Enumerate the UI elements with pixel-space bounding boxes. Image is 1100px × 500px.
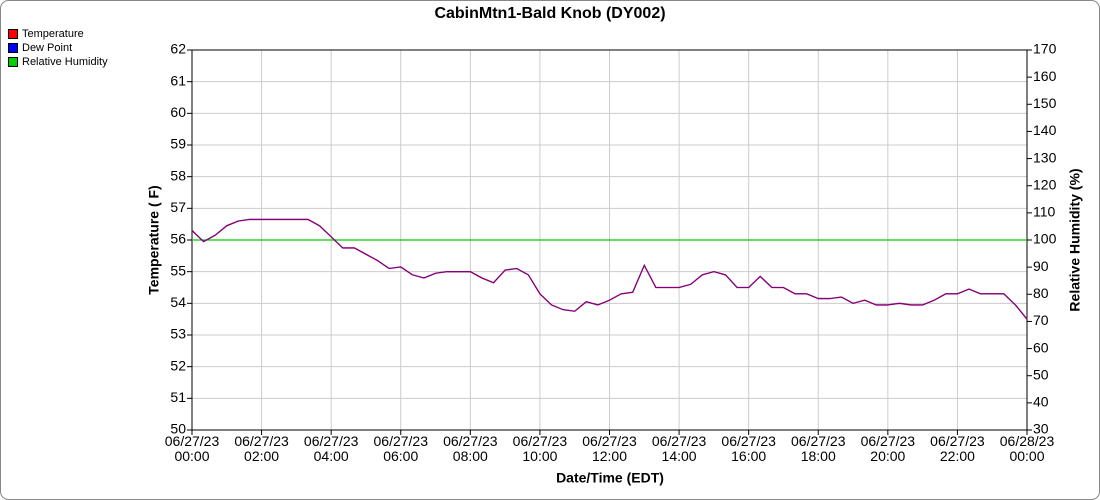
legend-label: Dew Point [22,42,73,54]
y-tick-label: 50 [170,421,186,437]
y2-tick-label: 150 [1033,95,1057,111]
x-tick-label: 06/27/23 04:00 [303,433,359,464]
y-tick-label: 57 [170,199,186,215]
y2-tick-label: 70 [1033,312,1049,328]
y-axis-label: Temperature ( F) [146,185,162,294]
x-tick-label: 06/28/23 00:00 [999,433,1055,464]
y2-tick-label: 50 [1033,366,1049,382]
legend-item: Temperature [8,28,84,40]
y-tick-label: 53 [170,326,186,342]
legend-swatch [8,57,18,67]
x-axis-label: Date/Time (EDT) [556,470,664,486]
legend-label: Relative Humidity [22,56,108,68]
y-tick-label: 58 [170,167,186,183]
x-tick-label: 06/27/23 20:00 [860,433,916,464]
x-tick-label: 06/27/23 08:00 [443,433,498,464]
series-line [191,218,1028,320]
y2-tick-label: 30 [1033,421,1049,437]
y2-tick-label: 120 [1033,176,1057,192]
x-tick-label: 06/27/23 22:00 [930,433,985,464]
y-tick-label: 59 [170,136,186,152]
legend-item: Relative Humidity [8,56,108,68]
x-tick-label: 06/27/23 18:00 [791,433,846,464]
y-tick-label: 55 [170,262,186,278]
y-tick-label: 62 [170,41,186,57]
y-tick-label: 51 [170,389,186,405]
chart-title: CabinMtn1-Bald Knob (DY002) [434,5,665,22]
x-tick-label: 06/27/23 00:00 [164,433,220,464]
legend-item: Dew Point [8,42,72,54]
y2-tick-label: 80 [1033,285,1049,301]
y2-tick-label: 60 [1033,339,1049,355]
x-tick-label: 06/27/23 14:00 [651,433,707,464]
y2-tick-label: 100 [1033,231,1057,247]
y-tick-label: 60 [170,104,186,120]
x-tick-label: 06/27/23 16:00 [721,433,776,464]
y2-tick-label: 110 [1033,204,1056,220]
y2-tick-label: 170 [1033,41,1057,57]
x-tick-label: 06/27/23 02:00 [234,433,289,464]
y2-tick-label: 140 [1033,122,1057,138]
y2-tick-label: 90 [1033,258,1049,274]
y-tick-label: 54 [170,294,186,310]
y2-tick-label: 40 [1033,394,1049,410]
legend-swatch [8,43,18,53]
y2-axis-label: Relative Humidity (%) [1067,168,1083,311]
legend-label: Temperature [22,28,84,40]
y2-tick-label: 130 [1033,149,1057,165]
legend-swatch [8,29,18,39]
y-tick-label: 61 [170,72,186,88]
y-tick-label: 56 [170,231,186,247]
x-tick-label: 06/27/23 06:00 [373,433,429,464]
x-tick-label: 06/27/23 12:00 [582,433,637,464]
y-tick-label: 52 [170,357,186,373]
y2-tick-label: 160 [1033,68,1057,84]
x-tick-label: 06/27/23 10:00 [512,433,568,464]
